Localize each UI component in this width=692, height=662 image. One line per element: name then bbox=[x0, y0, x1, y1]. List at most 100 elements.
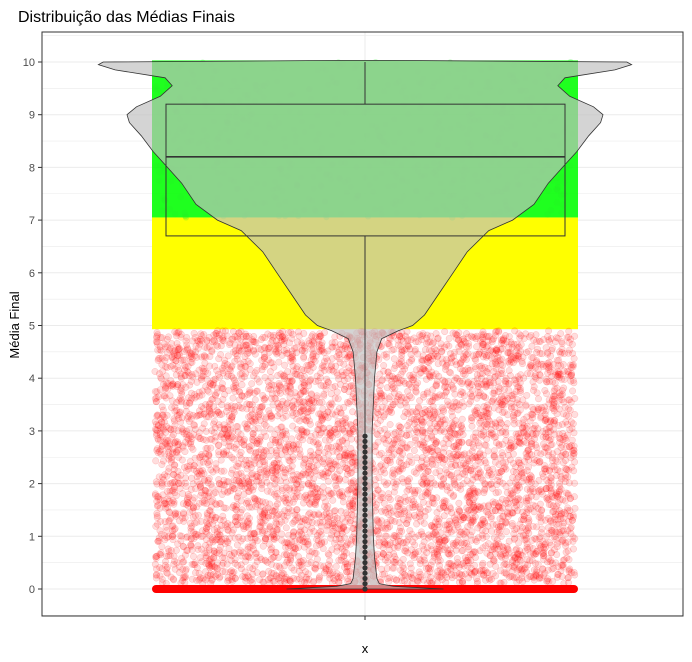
jitter-point bbox=[548, 565, 556, 573]
jitter-point bbox=[424, 467, 432, 475]
jitter-point bbox=[502, 458, 510, 466]
jitter-point bbox=[476, 348, 484, 356]
jitter-point bbox=[445, 425, 453, 433]
jitter-point bbox=[553, 520, 561, 528]
jitter-point bbox=[166, 487, 174, 495]
jitter-point bbox=[288, 335, 296, 343]
jitter-point bbox=[292, 440, 300, 448]
jitter-point bbox=[156, 386, 164, 394]
jitter-point bbox=[488, 336, 496, 344]
jitter-point bbox=[344, 539, 352, 547]
jitter-point bbox=[158, 543, 166, 551]
jitter-point bbox=[497, 454, 505, 462]
jitter-point bbox=[529, 414, 536, 422]
jitter-point bbox=[259, 511, 267, 519]
jitter-point bbox=[562, 457, 569, 464]
jitter-point bbox=[283, 346, 291, 354]
jitter-point bbox=[491, 328, 499, 336]
jitter-point bbox=[396, 559, 404, 567]
jitter-point bbox=[553, 356, 561, 364]
jitter-point bbox=[258, 404, 265, 412]
jitter-point bbox=[299, 387, 307, 395]
jitter-point bbox=[323, 444, 331, 452]
jitter-point bbox=[382, 508, 390, 516]
jitter-point bbox=[439, 416, 447, 424]
jitter-point bbox=[255, 408, 263, 415]
jitter-point bbox=[228, 469, 235, 477]
jitter-point bbox=[235, 477, 243, 485]
jitter-point bbox=[317, 369, 325, 377]
jitter-point bbox=[423, 331, 431, 339]
jitter-point bbox=[406, 440, 414, 448]
jitter-point bbox=[309, 331, 317, 339]
jitter-point bbox=[158, 418, 166, 426]
jitter-point bbox=[324, 515, 332, 523]
jitter-point bbox=[423, 434, 431, 442]
jitter-point bbox=[499, 395, 507, 403]
jitter-point bbox=[245, 573, 253, 581]
jitter-point bbox=[337, 507, 345, 515]
jitter-point bbox=[385, 395, 393, 403]
jitter-point bbox=[337, 409, 345, 417]
jitter-point bbox=[220, 448, 228, 456]
jitter-point bbox=[384, 575, 392, 582]
jitter-point bbox=[464, 340, 472, 347]
jitter-point bbox=[164, 468, 172, 476]
jitter-point bbox=[272, 514, 280, 522]
jitter-point bbox=[536, 571, 544, 579]
jitter-point bbox=[537, 412, 545, 420]
jitter-point bbox=[184, 413, 192, 421]
jitter-point bbox=[498, 401, 506, 408]
jitter-point bbox=[523, 370, 531, 378]
jitter-point bbox=[460, 562, 468, 570]
jitter-point bbox=[161, 536, 169, 544]
jitter-point bbox=[381, 397, 389, 405]
jitter-point bbox=[222, 504, 230, 512]
jitter-point bbox=[257, 502, 265, 510]
jitter-point bbox=[520, 512, 528, 520]
jitter-point bbox=[162, 428, 170, 436]
jitter-point bbox=[485, 379, 493, 387]
jitter-point bbox=[463, 355, 470, 363]
jitter-point bbox=[217, 538, 225, 546]
jitter-point bbox=[455, 499, 463, 507]
jitter-point bbox=[501, 385, 508, 393]
jitter-point bbox=[280, 577, 288, 585]
jitter-point bbox=[445, 342, 453, 350]
jitter-point bbox=[156, 431, 164, 439]
jitter-point bbox=[528, 403, 536, 411]
jitter-point bbox=[282, 524, 290, 532]
jitter-point bbox=[482, 527, 490, 535]
jitter-point bbox=[473, 375, 481, 383]
jitter-point bbox=[545, 366, 553, 373]
jitter-point bbox=[418, 530, 426, 538]
jitter-point bbox=[271, 394, 279, 402]
jitter-point bbox=[203, 336, 211, 344]
jitter-point bbox=[185, 425, 193, 433]
jitter-point bbox=[406, 560, 414, 568]
jitter-point bbox=[295, 567, 303, 575]
jitter-point bbox=[479, 353, 487, 361]
jitter-point bbox=[542, 444, 550, 452]
jitter-point bbox=[162, 436, 170, 444]
jitter-point bbox=[236, 363, 244, 371]
jitter-point bbox=[159, 367, 167, 375]
jitter-point bbox=[170, 466, 178, 473]
jitter-point bbox=[309, 490, 317, 498]
jitter-point bbox=[441, 378, 449, 386]
jitter-point bbox=[471, 568, 479, 576]
jitter-point bbox=[176, 409, 184, 417]
jitter-point bbox=[408, 574, 416, 582]
jitter-point bbox=[285, 540, 292, 548]
jitter-point bbox=[287, 358, 295, 365]
jitter-point bbox=[512, 546, 520, 554]
jitter-point bbox=[434, 545, 442, 553]
jitter-point bbox=[208, 513, 216, 521]
jitter-point bbox=[257, 346, 265, 354]
jitter-point bbox=[196, 407, 203, 415]
jitter-point bbox=[478, 504, 485, 512]
jitter-point bbox=[566, 565, 574, 573]
jitter-point bbox=[412, 436, 420, 444]
jitter-point bbox=[210, 563, 218, 571]
jitter-point bbox=[434, 415, 442, 423]
